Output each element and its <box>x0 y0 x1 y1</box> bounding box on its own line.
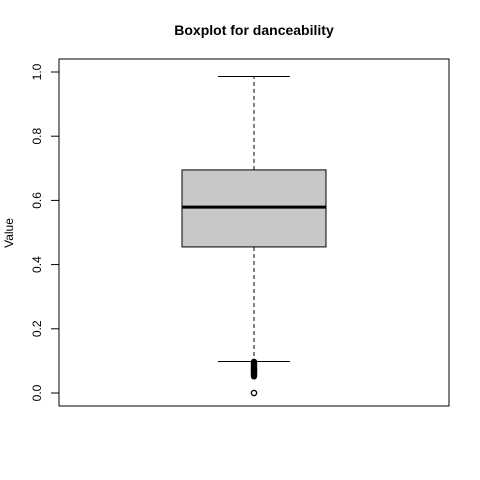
y-ticks: 0.0 0.2 0.4 0.6 0.8 1.0 <box>30 63 59 401</box>
y-tick-label: 0.6 <box>30 192 44 209</box>
y-tick-label: 0.4 <box>30 256 44 273</box>
y-tick-label: 1.0 <box>30 63 44 80</box>
chart-title: Boxplot for danceability <box>174 22 334 38</box>
y-tick-label: 0.0 <box>30 384 44 401</box>
y-tick-label: 0.2 <box>30 320 44 337</box>
outlier-point <box>250 358 258 366</box>
y-tick-label: 0.8 <box>30 128 44 145</box>
box-layer <box>181 75 327 397</box>
y-axis-label: Value <box>2 218 16 248</box>
outlier-point <box>250 389 258 397</box>
